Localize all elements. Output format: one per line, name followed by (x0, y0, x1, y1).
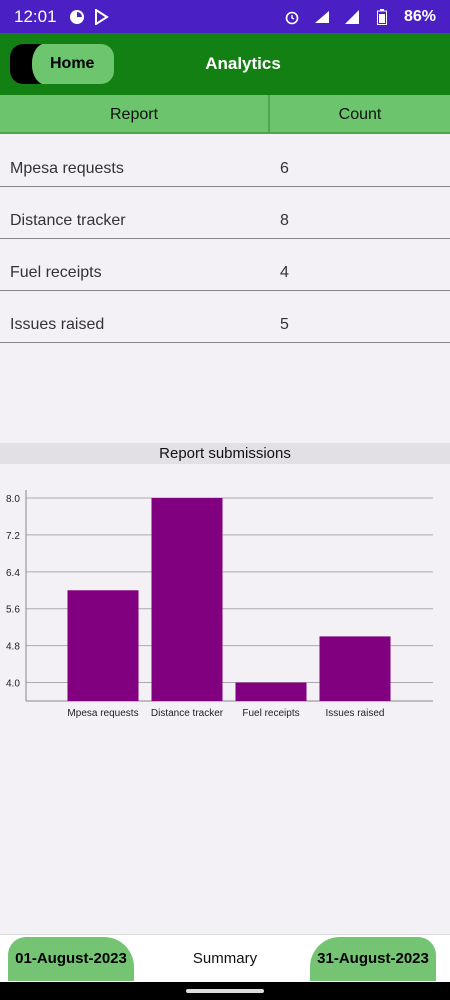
report-table: Mpesa requests 6 Distance tracker 8 Fuel… (0, 135, 450, 343)
y-tick-label: 6.4 (6, 568, 20, 579)
report-submissions-chart: 4.0 4.8 5.6 6.4 7.2 8.0 Mpesa requests Distance… (6, 490, 433, 719)
signal-icon (344, 9, 360, 25)
report-count: 4 (280, 264, 289, 281)
report-count: 5 (280, 316, 289, 333)
home-gesture-handle[interactable] (186, 989, 264, 993)
back-arrow-icon (10, 44, 42, 84)
column-header-report: Report (0, 95, 270, 132)
summary-label[interactable]: Summary (192, 950, 258, 967)
x-tick-label: Mpesa requests (67, 708, 138, 719)
y-tick-label: 5.6 (6, 605, 20, 616)
y-tick-label: 7.2 (6, 531, 20, 542)
table-row: Mpesa requests 6 (0, 135, 450, 187)
app-bar: Analytics Home (0, 33, 450, 95)
x-tick-label: Distance tracker (151, 708, 224, 719)
battery-icon (374, 8, 390, 25)
start-date-button[interactable]: 01-August-2023 (8, 937, 134, 981)
bar (67, 590, 139, 701)
end-date-button[interactable]: 31-August-2023 (310, 937, 436, 981)
home-button-label: Home (50, 55, 95, 72)
table-header: Report Count (0, 95, 450, 134)
table-row: Fuel receipts 4 (0, 239, 450, 291)
y-tick-label: 4.0 (6, 679, 20, 690)
system-nav-bar (0, 982, 450, 1000)
status-right-icons: 86% (284, 8, 436, 26)
bottom-bar: Summary 01-August-2023 31-August-2023 (0, 934, 450, 983)
report-count: 6 (280, 160, 289, 177)
data-saver-icon (69, 9, 85, 25)
bar (319, 636, 391, 701)
table-row: Distance tracker 8 (0, 187, 450, 239)
battery-percent: 86% (403, 7, 436, 25)
play-store-icon (93, 8, 109, 25)
column-header-count: Count (338, 106, 382, 123)
report-name: Mpesa requests (10, 160, 124, 177)
bar (151, 498, 223, 701)
home-button[interactable]: Home (10, 44, 114, 84)
alarm-icon (284, 9, 300, 25)
y-tick-label: 8.0 (6, 494, 20, 505)
page-title: Analytics (205, 54, 281, 73)
report-name: Distance tracker (10, 212, 126, 229)
status-bar: 12:01 86% (0, 0, 450, 33)
status-time: 12:01 (14, 6, 57, 26)
bar (235, 682, 307, 701)
y-tick-label: 4.8 (6, 642, 20, 653)
x-tick-label: Fuel receipts (242, 708, 299, 719)
wifi-icon (314, 9, 330, 25)
report-count: 8 (280, 212, 289, 229)
chart-title: Report submissions (0, 443, 450, 464)
x-tick-label: Issues raised (326, 708, 385, 719)
table-row: Issues raised 5 (0, 291, 450, 343)
report-name: Fuel receipts (10, 264, 102, 281)
report-name: Issues raised (10, 316, 105, 333)
